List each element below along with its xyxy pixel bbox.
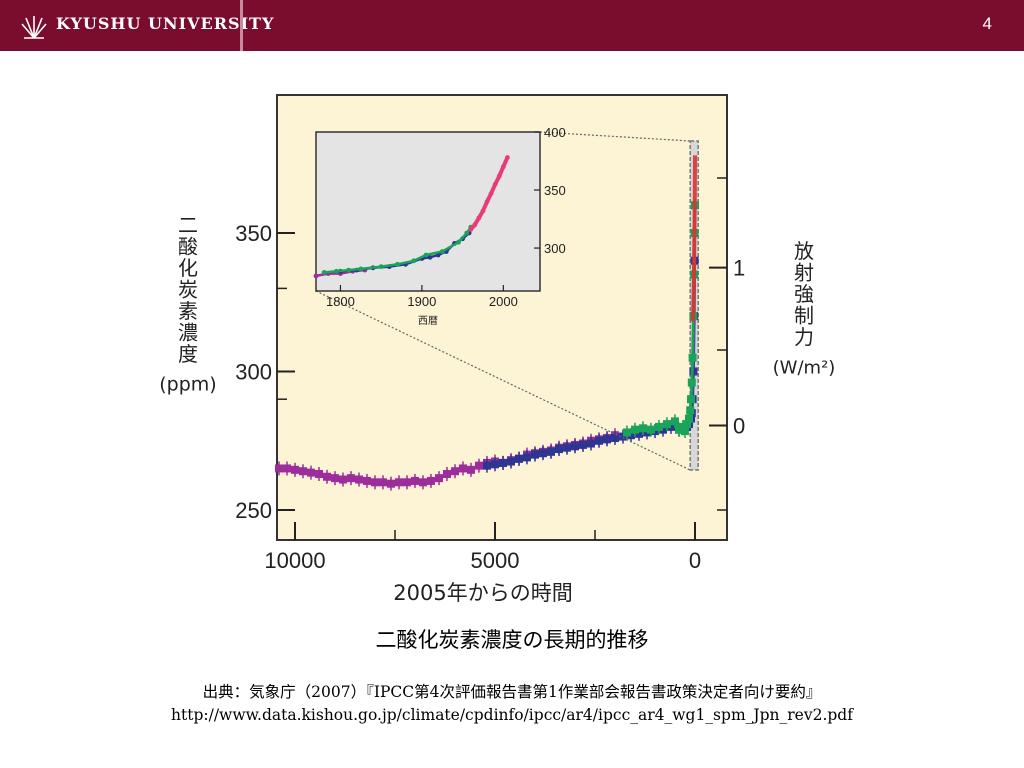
inset-series-3-point xyxy=(468,227,474,232)
university-crest-icon xyxy=(21,16,47,39)
inset-series-3-point xyxy=(505,155,510,160)
slide-header: KYUSHU UNIVERSITY 4 xyxy=(0,0,1024,51)
source-url: http://www.data.kishou.go.jp/climate/cpd… xyxy=(171,706,853,724)
y-axis-label-part: 二 xyxy=(178,213,198,237)
inset-series-2-point xyxy=(346,267,351,273)
inset-series-2-point xyxy=(411,258,417,264)
inset-background xyxy=(315,131,541,292)
inset-series-2-point xyxy=(358,266,364,272)
x-tick-label: 10000 xyxy=(264,548,325,573)
inset-series-2-point xyxy=(439,249,445,254)
header-divider xyxy=(240,0,243,51)
inset-series-2-point xyxy=(423,252,429,258)
y2-axis-label-part: 強 xyxy=(794,282,814,306)
y-axis-label-part: 炭 xyxy=(178,278,198,302)
inset-series-3-point xyxy=(476,215,482,221)
inset-series-line-3 xyxy=(469,156,510,231)
connector-top xyxy=(539,131,691,142)
inset-connector-lines xyxy=(315,131,691,471)
inset-x-axis-label: 西暦 xyxy=(418,315,438,327)
inset-y-tick-label: 300 xyxy=(544,241,566,256)
inset-plot: 400 350 300 1800 1900 2000 西暦 xyxy=(313,125,566,327)
x-tick-label: 0 xyxy=(689,548,701,573)
inset-x-tick-label: 1800 xyxy=(326,294,355,309)
y2-axis-label-part: (W/m²) xyxy=(773,358,836,379)
main-axis-ticks: 350 300 250 10000 5000 0 1 0 xyxy=(235,177,745,573)
inset-series-2-point xyxy=(464,230,470,236)
y-axis-label-part: 度 xyxy=(178,342,198,366)
x-tick-label: 5000 xyxy=(471,548,520,573)
y-axis-label-part: 化 xyxy=(178,256,198,280)
y-tick-label: 300 xyxy=(235,360,272,385)
inset-series-2-point xyxy=(333,268,339,274)
inset-series-3-point xyxy=(488,191,494,196)
inset-y-tick-label: 350 xyxy=(544,183,566,198)
inset-series-3-point xyxy=(500,164,506,170)
inset-series-2-point xyxy=(378,264,384,270)
inset-series-2-point xyxy=(321,270,327,275)
y2-axis-label-part: 力 xyxy=(794,325,814,349)
y2-axis-label-part: 制 xyxy=(794,304,814,328)
main-plot-frame xyxy=(276,94,728,541)
series-line-3 xyxy=(691,155,697,322)
inset-x-tick-label: 1900 xyxy=(407,294,436,309)
y-tick-label: 350 xyxy=(235,221,272,246)
chart-caption: 二酸化炭素濃度の長期的推移 xyxy=(375,628,649,652)
y2-axis-label-part: 射 xyxy=(794,261,814,285)
inset-series-0-point xyxy=(313,273,319,279)
brand-name: KYUSHU UNIVERSITY xyxy=(56,14,275,33)
inset-y-tick-label: 400 xyxy=(544,125,566,140)
inset-series-3-point xyxy=(484,199,490,205)
inset-series-2-point xyxy=(395,261,400,267)
co2-chart: 350 300 250 10000 5000 0 1 0 400 350 300 1800 1900 2… xyxy=(159,94,835,605)
inset-series-1-point xyxy=(427,254,433,260)
connector-bottom xyxy=(315,290,691,471)
y2-tick-label: 0 xyxy=(733,414,745,439)
y-axis-label-part: 濃 xyxy=(178,321,198,345)
y-axis-label-part: 酸 xyxy=(178,235,198,259)
y-axis-label-part: (ppm) xyxy=(159,374,216,396)
inset-series-3-point xyxy=(496,173,502,179)
inset-series-2-point xyxy=(456,239,461,245)
inset-series-3-point xyxy=(480,208,486,214)
main-plot-border xyxy=(276,94,728,541)
y2-tick-label: 1 xyxy=(733,256,745,281)
inset-series-3-point xyxy=(472,222,478,228)
x-axis-label: 2005年からの時間 xyxy=(393,581,572,605)
page-number: 4 xyxy=(982,14,992,33)
y-axis-label-part: 素 xyxy=(178,299,198,323)
source-citation: 出典：気象庁（2007）『IPCC第4次評価報告書第1作業部会報告書政策決定者向… xyxy=(202,683,822,701)
y-tick-label: 250 xyxy=(235,498,272,523)
inset-x-tick-label: 2000 xyxy=(489,294,518,309)
inset-series-3-point xyxy=(492,181,498,187)
y2-axis-label-part: 放 xyxy=(794,239,814,263)
main-series-layer xyxy=(275,155,699,491)
